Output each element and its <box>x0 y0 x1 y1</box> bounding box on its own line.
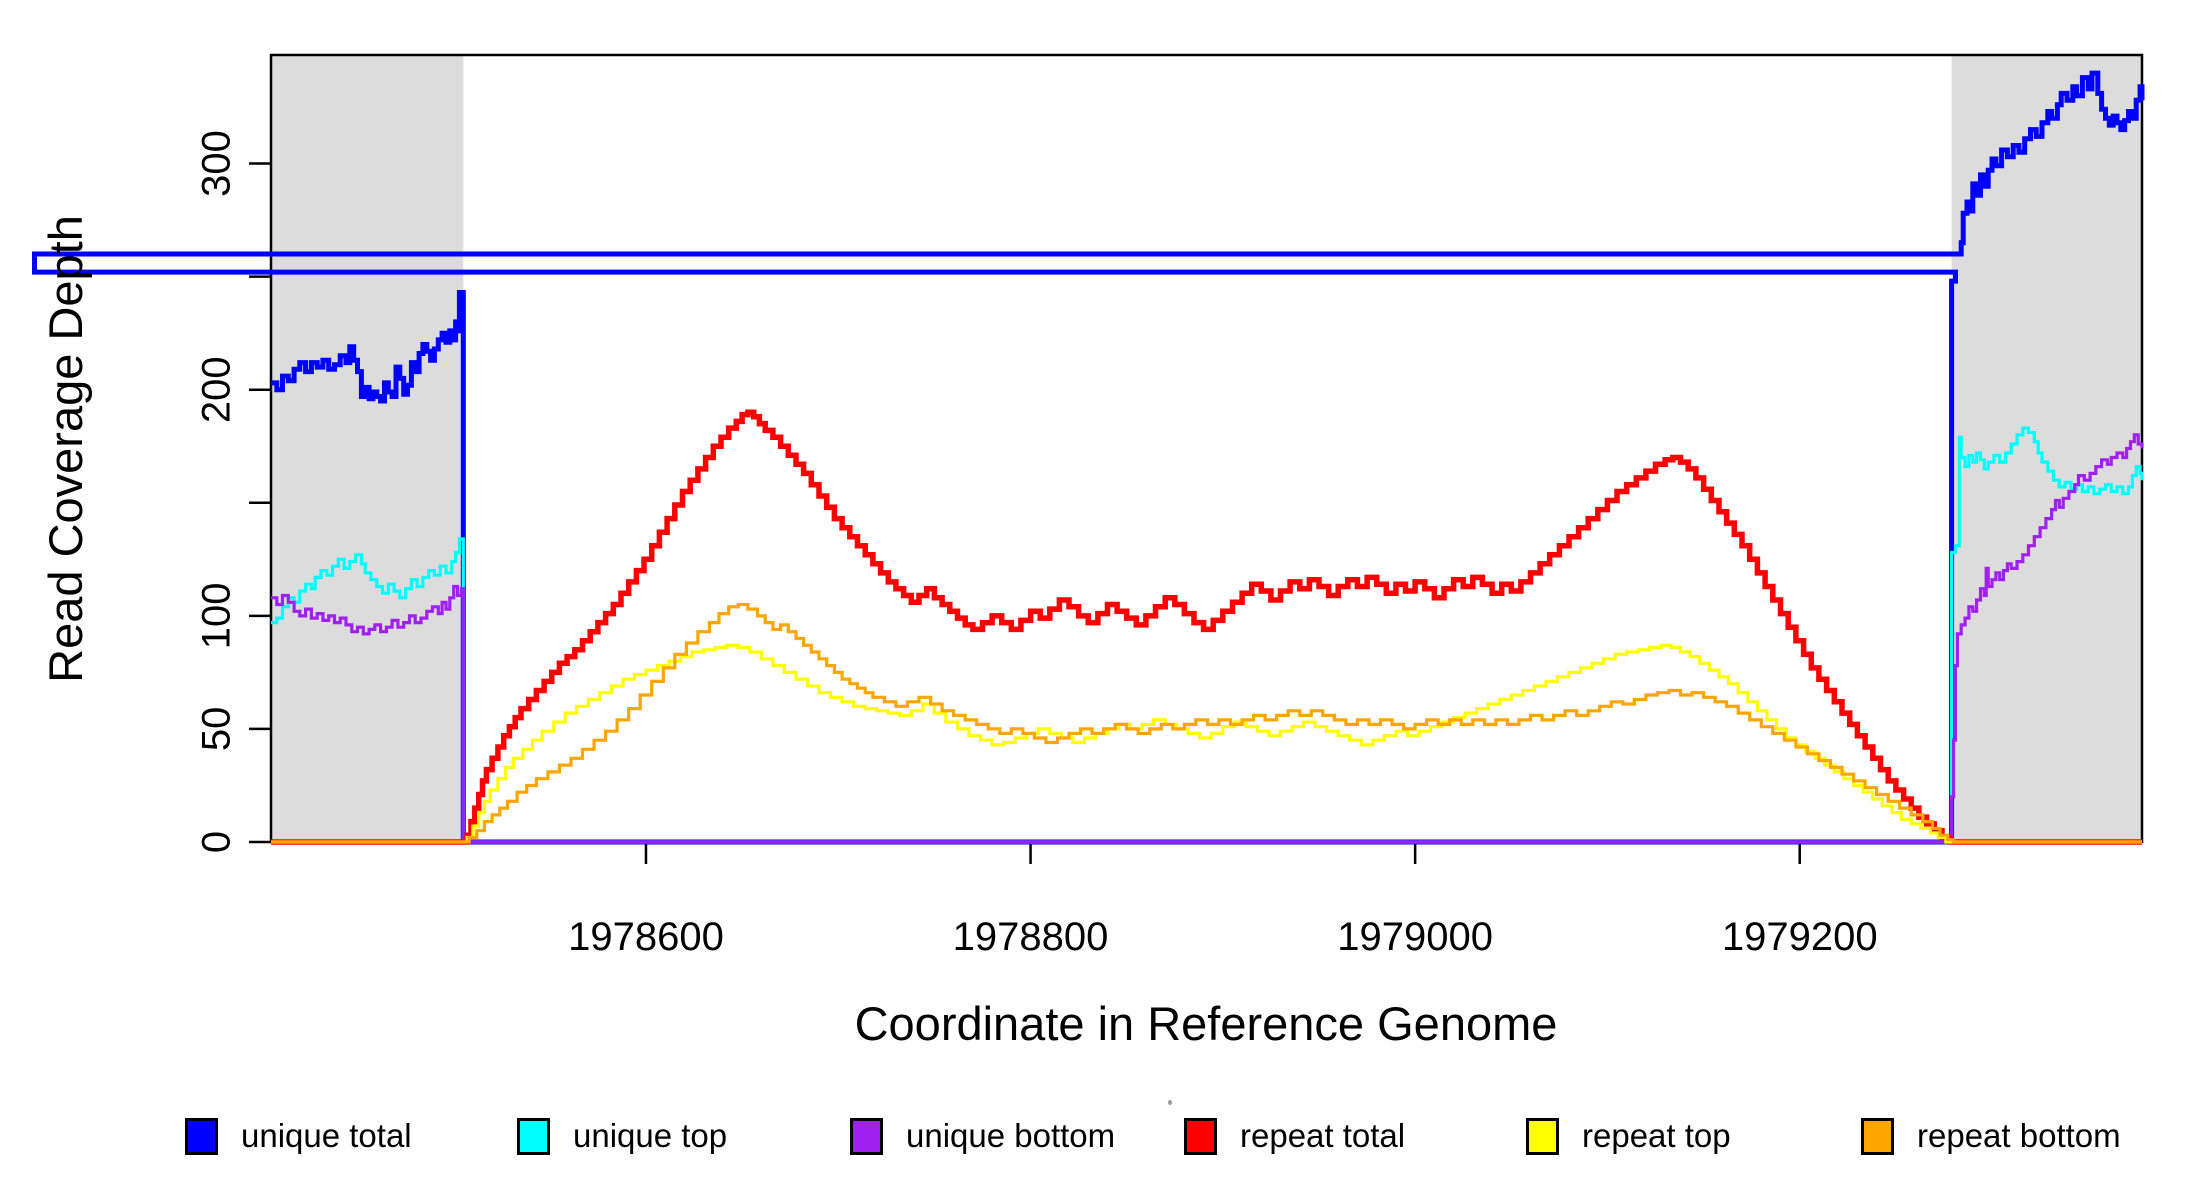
y-tick-label: 200 <box>195 356 239 423</box>
unique-region-shading <box>271 55 464 842</box>
legend-label: unique top <box>573 1117 728 1154</box>
legend-label: repeat bottom <box>1917 1117 2121 1154</box>
repeat-top-swatch-icon <box>1526 1117 1559 1155</box>
series-line-repeat-total <box>271 409 2142 845</box>
legend-item-unique-top: unique top <box>517 1116 727 1156</box>
series-line-unique-top <box>271 426 2144 844</box>
legend-item-unique-total: unique total <box>185 1116 412 1156</box>
legend-item-unique-bottom: unique bottom <box>850 1116 1115 1156</box>
x-axis-title: Coordinate in Reference Genome <box>855 997 1558 1050</box>
repeat-bottom-swatch-icon <box>1861 1117 1894 1155</box>
x-tick-label: 1979000 <box>1337 915 1493 959</box>
y-tick-label: 100 <box>195 582 239 649</box>
legend-item-repeat-bottom: repeat bottom <box>1861 1116 2121 1156</box>
y-axis-title: Read Coverage Depth <box>39 215 92 683</box>
x-tick-label: 1978800 <box>953 915 1109 959</box>
unique-total-swatch-icon <box>185 1117 218 1155</box>
unique-bottom-swatch-icon <box>850 1117 883 1155</box>
legend-label: unique bottom <box>906 1117 1116 1154</box>
y-tick-label: 300 <box>195 130 239 197</box>
series-line-repeat-top <box>271 643 2142 844</box>
stray-mark <box>1168 1100 1172 1105</box>
legend-label: unique total <box>241 1117 412 1154</box>
legend-item-repeat-total: repeat total <box>1184 1116 1405 1156</box>
legend-label: repeat top <box>1582 1117 1731 1154</box>
y-tick-label: 0 <box>195 831 239 853</box>
legend-item-repeat-top: repeat top <box>1526 1116 1731 1156</box>
series-lines <box>32 70 2145 845</box>
x-axis: 1978600 1978800 1979000 1979200 <box>568 842 1878 959</box>
unique-top-swatch-icon <box>517 1117 550 1155</box>
y-tick-label: 50 <box>195 707 239 752</box>
y-axis: 0 50 100 200 300 <box>195 130 271 853</box>
x-tick-label: 1979200 <box>1722 915 1878 959</box>
legend-label: repeat total <box>1240 1117 1406 1154</box>
series-line-unique-bottom <box>271 433 2144 844</box>
x-tick-label: 1978600 <box>568 915 724 959</box>
series-line-repeat-bottom <box>271 602 2142 844</box>
repeat-total-swatch-icon <box>1184 1117 1217 1155</box>
